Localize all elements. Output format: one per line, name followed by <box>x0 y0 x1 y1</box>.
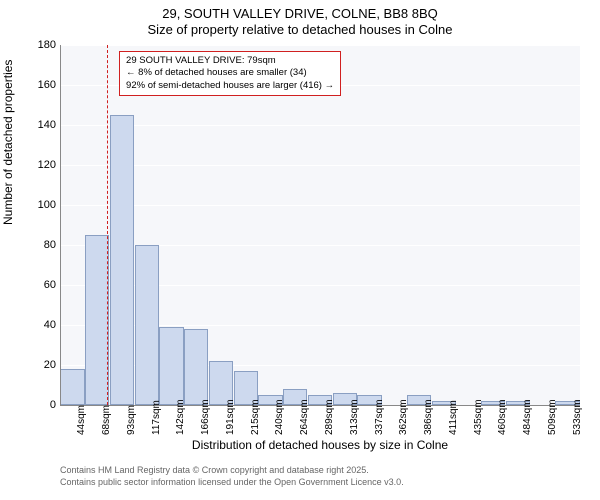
x-tick-label: 93sqm <box>126 405 137 435</box>
y-tick-label: 100 <box>38 199 56 211</box>
chart-title-sub: Size of property relative to detached ho… <box>0 22 600 37</box>
x-tick-label: 337sqm <box>374 399 385 435</box>
attribution-line1: Contains HM Land Registry data © Crown c… <box>60 465 404 477</box>
annotation-line: ← 8% of detached houses are smaller (34) <box>126 67 334 79</box>
x-tick-label: 166sqm <box>200 399 211 435</box>
x-tick-label: 68sqm <box>101 405 112 435</box>
y-tick-label: 0 <box>50 399 56 411</box>
y-axis-label: Number of detached properties <box>1 60 15 225</box>
x-tick-label: 435sqm <box>473 399 484 435</box>
x-tick-label: 117sqm <box>151 400 162 435</box>
grid-line <box>60 205 580 206</box>
x-tick-label: 264sqm <box>299 399 310 435</box>
y-tick-label: 20 <box>44 359 56 371</box>
x-tick-label: 191sqm <box>225 399 236 435</box>
x-tick-label: 362sqm <box>398 399 409 435</box>
y-tick-label: 80 <box>44 239 56 251</box>
x-tick-label: 289sqm <box>324 399 335 435</box>
grid-line <box>60 165 580 166</box>
histogram-bar <box>159 327 183 405</box>
y-tick-label: 160 <box>38 79 56 91</box>
y-tick-label: 140 <box>38 119 56 131</box>
x-tick-label: 313sqm <box>349 399 360 435</box>
x-tick-label: 484sqm <box>522 399 533 435</box>
y-tick-label: 180 <box>38 39 56 51</box>
grid-line <box>60 45 580 46</box>
grid-line <box>60 125 580 126</box>
attribution-text: Contains HM Land Registry data © Crown c… <box>60 465 404 488</box>
histogram-bar <box>85 235 109 405</box>
histogram-bar <box>110 115 134 405</box>
histogram-bar <box>209 361 233 405</box>
x-tick-label: 142sqm <box>175 399 186 435</box>
annotation-line: 92% of semi-detached houses are larger (… <box>126 80 334 92</box>
chart-container: 29, SOUTH VALLEY DRIVE, COLNE, BB8 8BQ S… <box>0 0 600 500</box>
x-tick-label: 533sqm <box>572 399 583 435</box>
x-tick-label: 509sqm <box>547 399 558 435</box>
y-axis-line <box>60 45 61 405</box>
x-tick-label: 411sqm <box>448 400 459 435</box>
histogram-bar <box>135 245 159 405</box>
attribution-line2: Contains public sector information licen… <box>60 477 404 489</box>
x-tick-label: 44sqm <box>76 405 87 435</box>
x-tick-label: 240sqm <box>274 399 285 435</box>
x-tick-label: 215sqm <box>250 399 261 435</box>
histogram-bar <box>184 329 208 405</box>
plot-area: 29 SOUTH VALLEY DRIVE: 79sqm← 8% of deta… <box>60 45 580 405</box>
y-tick-label: 60 <box>44 279 56 291</box>
chart-title-main: 29, SOUTH VALLEY DRIVE, COLNE, BB8 8BQ <box>0 6 600 21</box>
reference-line <box>107 45 108 405</box>
x-axis-label: Distribution of detached houses by size … <box>60 438 580 452</box>
histogram-bar <box>60 369 84 405</box>
annotation-box: 29 SOUTH VALLEY DRIVE: 79sqm← 8% of deta… <box>119 51 341 96</box>
y-tick-label: 120 <box>38 159 56 171</box>
x-tick-label: 386sqm <box>423 399 434 435</box>
annotation-line: 29 SOUTH VALLEY DRIVE: 79sqm <box>126 55 334 67</box>
x-tick-label: 460sqm <box>497 399 508 435</box>
y-tick-label: 40 <box>44 319 56 331</box>
